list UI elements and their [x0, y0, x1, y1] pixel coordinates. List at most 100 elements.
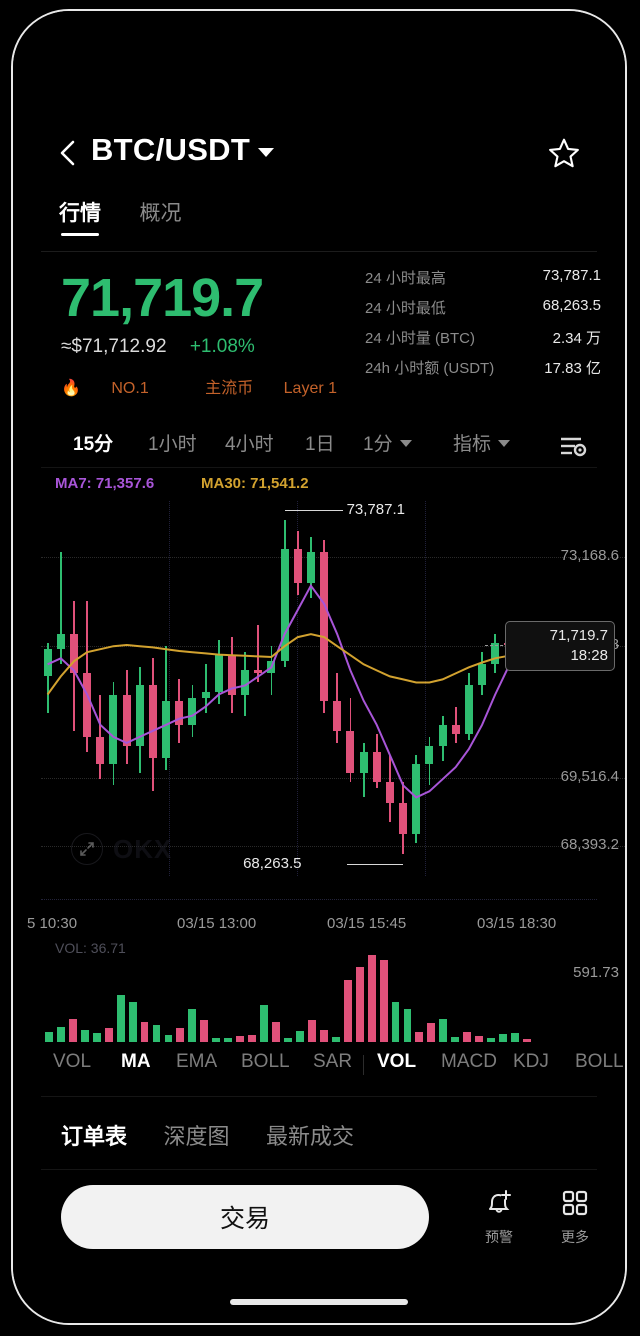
indicator-ma-1[interactable]: MA	[121, 1051, 151, 1072]
candle-body	[425, 745, 434, 765]
candle-body	[56, 634, 65, 650]
volume-bar	[68, 1018, 77, 1042]
indicator-boll-3[interactable]: BOLL	[241, 1051, 290, 1072]
candle-body	[399, 803, 408, 834]
volume-bar	[499, 1033, 508, 1042]
tag-rank[interactable]: 🔥 NO.1	[61, 380, 149, 397]
tag-layer1[interactable]: Layer 1	[283, 380, 338, 397]
candle-body	[109, 694, 118, 765]
stat-key: 24 小时最低	[365, 300, 446, 317]
more-label: 更多	[561, 1229, 589, 1245]
volume-bar	[415, 1032, 424, 1042]
more-button[interactable]: 更多	[541, 1183, 609, 1247]
candle-body	[280, 549, 289, 662]
volume-bar	[272, 1022, 280, 1042]
candle-body	[96, 736, 105, 765]
trade-button[interactable]: 交易	[61, 1185, 429, 1249]
volume-bar	[511, 1032, 519, 1042]
volume-label: VOL: 36.71	[55, 940, 126, 956]
volume-max-label: 591.73	[573, 964, 619, 981]
candle-body	[201, 691, 210, 698]
indicator-macd-6[interactable]: MACD	[441, 1051, 497, 1072]
change-percent: +1.08%	[189, 336, 255, 357]
stat-row: 24h 小时额 (USDT) 17.83 亿	[365, 357, 601, 378]
tab-depth[interactable]: 深度图	[163, 1124, 230, 1149]
star-icon[interactable]	[547, 136, 581, 170]
tab-orderbook[interactable]: 订单表	[61, 1124, 128, 1149]
candle-body	[293, 549, 302, 583]
indicator-kdj-7[interactable]: KDJ	[513, 1051, 549, 1072]
candlestick-plot[interactable]: 73,787.1 68,263.5	[41, 501, 625, 876]
price-axis-tick: 69,516.4	[560, 768, 619, 786]
volume-panel[interactable]: VOL: 36.71 591.73	[41, 936, 625, 1044]
indicator-boll-8[interactable]: BOLL	[575, 1051, 624, 1072]
indicator-sar-4[interactable]: SAR	[313, 1051, 353, 1072]
indicator-dropdown[interactable]: 指标	[453, 429, 511, 456]
time-axis-tick: 03/15 18:30	[477, 915, 557, 932]
time-axis-tick: 03/15 13:00	[177, 915, 257, 932]
volume-bar	[236, 1035, 245, 1042]
candle-body	[227, 655, 236, 695]
expand-icon[interactable]	[71, 833, 103, 865]
volume-bar	[248, 1035, 257, 1042]
candle-body	[43, 649, 52, 677]
fiat-price: ≈$71,712.92	[61, 336, 167, 357]
volume-bar	[355, 967, 364, 1042]
volume-bar	[152, 1024, 161, 1042]
indicator-vol-0[interactable]: VOL	[53, 1051, 92, 1072]
timeframe-1d[interactable]: 1日	[305, 434, 335, 455]
indicator-divider	[41, 1096, 597, 1097]
alert-button[interactable]: 预警	[465, 1183, 533, 1247]
candle-body	[267, 661, 276, 674]
indicator-row: VOL MA EMA BOLL SAR VOL MACD KDJ BOLL	[13, 1051, 625, 1085]
chart-gridline	[41, 557, 625, 559]
stat-key: 24h 小时额 (USDT)	[365, 360, 495, 377]
time-axis: 5 10:30 03/15 13:00 03/15 15:45 03/15 18:30	[27, 907, 625, 937]
app-screen: BTC/USDT 行情 概况 71,719.7 ≈$71,712.92 +1.0…	[13, 11, 625, 1323]
chevron-down-icon	[498, 440, 511, 447]
price-axis-tick: 68,393.2	[560, 836, 619, 854]
back-icon[interactable]	[55, 138, 81, 168]
timeframe-15m[interactable]: 15分	[73, 434, 114, 455]
time-axis-tick: 03/15 15:45	[327, 915, 407, 932]
page-title[interactable]: BTC/USDT	[91, 132, 251, 167]
tag-mainstream[interactable]: 主流币	[205, 380, 254, 397]
volume-bar	[45, 1032, 53, 1042]
indicator-ema-2[interactable]: EMA	[176, 1051, 218, 1072]
stat-row: 24 小时量 (BTC) 2.34 万	[365, 327, 601, 348]
tab-recent-trades[interactable]: 最新成交	[265, 1124, 354, 1149]
grid-icon	[541, 1183, 609, 1223]
tab-market[interactable]: 行情	[59, 197, 101, 236]
timeframe-divider	[41, 467, 597, 468]
low-price-label: 68,263.5	[243, 855, 302, 872]
price-subrow: ≈$71,712.92 +1.08%	[61, 336, 255, 358]
candle-body	[214, 655, 223, 692]
candle-body	[359, 752, 368, 774]
flame-icon: 🔥	[61, 380, 81, 397]
caret-down-icon[interactable]	[258, 148, 274, 157]
candle-body	[254, 670, 263, 674]
chart-settings-icon[interactable]	[557, 433, 587, 459]
timeframe-4h[interactable]: 4小时	[225, 434, 274, 455]
volume-bar	[188, 1008, 197, 1042]
timeframe-1h[interactable]: 1小时	[148, 434, 197, 455]
alert-label: 预警	[485, 1229, 513, 1245]
stat-value: 17.83 亿	[544, 360, 601, 377]
tab-overview[interactable]: 概况	[139, 202, 182, 225]
app-header: BTC/USDT	[13, 124, 625, 184]
price-chart[interactable]: MA7: 71,357.6 MA30: 71,541.2 73,787.1 68,…	[41, 471, 625, 911]
indicator-vol-5[interactable]: VOL	[377, 1051, 417, 1072]
candle-wick	[257, 624, 260, 683]
chart-watermark: OKX	[71, 833, 172, 865]
volume-bar	[56, 1027, 65, 1042]
last-price: 71,719.7	[61, 268, 264, 328]
candle-body	[69, 634, 78, 674]
timeframe-more-dropdown[interactable]: 1分	[363, 429, 412, 456]
ma30-label: MA30: 71,541.2	[201, 475, 309, 492]
volume-bar	[104, 1028, 113, 1042]
volume-bar	[403, 1008, 412, 1042]
volume-bar	[427, 1023, 436, 1042]
volume-bar	[475, 1035, 484, 1042]
candle-wick	[204, 664, 207, 713]
candle-body	[241, 670, 250, 695]
